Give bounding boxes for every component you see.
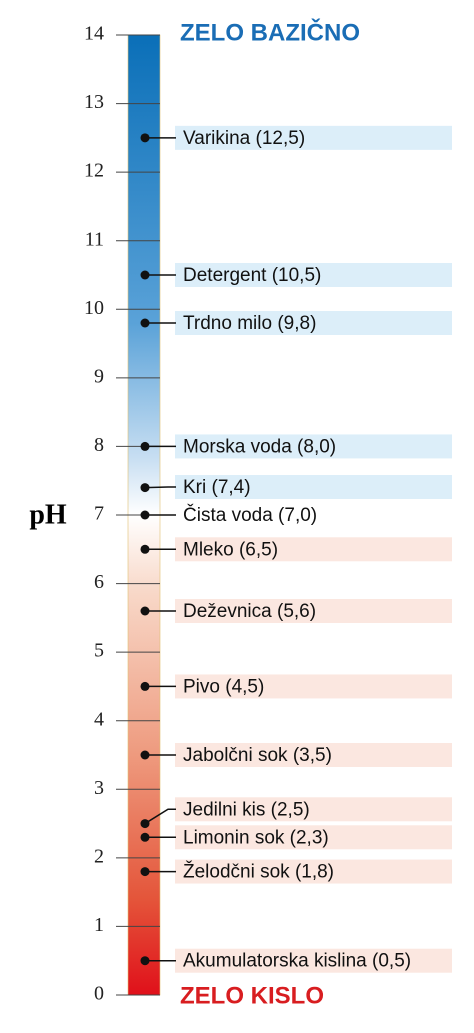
marker-dot — [140, 318, 150, 328]
label-box — [175, 743, 452, 767]
marker-dot — [140, 750, 150, 760]
y-tick-label: 1 — [94, 914, 104, 936]
label-box — [175, 825, 452, 850]
label-box — [175, 263, 452, 287]
item-label: Trdno milo (9,8) — [183, 313, 316, 334]
label-box — [175, 674, 452, 699]
item-label: Pivo (4,5) — [183, 676, 264, 697]
label-box — [175, 125, 452, 150]
y-tick-label: 14 — [84, 23, 104, 45]
item-label: Varikina (12,5) — [183, 128, 305, 149]
y-tick-label: 13 — [84, 91, 104, 113]
label-box — [175, 948, 452, 973]
leader-line — [144, 486, 176, 489]
y-tick-label: 11 — [85, 228, 104, 250]
marker-dot — [140, 510, 150, 520]
marker-dot — [140, 832, 150, 842]
y-tick-label: 7 — [94, 503, 104, 525]
marker-dot — [140, 606, 150, 616]
y-tick-label: 12 — [84, 160, 104, 182]
y-tick-label: 8 — [94, 434, 104, 456]
item-label: Želodčni sok (1,8) — [183, 861, 334, 883]
marker-dot — [140, 133, 150, 143]
item-label: Kri (7,4) — [183, 477, 251, 498]
label-box — [175, 599, 452, 623]
bottom-label: ZELO KISLO — [180, 982, 324, 1009]
y-tick-label: 5 — [94, 640, 104, 662]
label-box — [175, 475, 452, 499]
axis-label: pH — [29, 499, 67, 530]
y-tick-label: 3 — [94, 777, 104, 799]
item-label: Detergent (10,5) — [183, 265, 321, 286]
y-tick-label: 4 — [94, 708, 104, 730]
item-label: Akumulatorska kislina (0,5) — [183, 951, 411, 972]
label-box — [175, 859, 452, 884]
marker-dot — [140, 867, 150, 877]
y-tick-label: 10 — [84, 297, 104, 319]
item-label: Čista voda (7,0) — [183, 504, 317, 526]
label-box — [175, 537, 452, 562]
y-tick-label: 2 — [94, 845, 104, 867]
item-label: Limonin sok (2,3) — [183, 827, 329, 848]
marker-dot — [140, 544, 150, 554]
marker-dot — [140, 441, 150, 451]
item-label: Jabolčni sok (3,5) — [183, 745, 332, 766]
item-label: Morska voda (8,0) — [183, 436, 336, 457]
marker-dot — [140, 681, 150, 691]
leader-line — [144, 808, 176, 825]
marker-dot — [140, 956, 150, 966]
item-label: Deževnica (5,6) — [183, 601, 316, 622]
y-tick-label: 0 — [94, 983, 104, 1005]
item-label: Mleko (6,5) — [183, 539, 278, 560]
marker-dot — [140, 819, 150, 829]
marker-dot — [140, 270, 150, 280]
item-label: Jedilni kis (2,5) — [183, 799, 310, 820]
label-box — [175, 503, 452, 527]
label-box — [175, 797, 452, 822]
marker-dot — [140, 483, 150, 493]
y-tick-label: 6 — [94, 571, 104, 593]
label-box — [175, 434, 452, 459]
y-tick-label: 9 — [94, 365, 104, 387]
top-label: ZELO BAZIČNO — [180, 18, 360, 46]
label-box — [175, 311, 452, 335]
